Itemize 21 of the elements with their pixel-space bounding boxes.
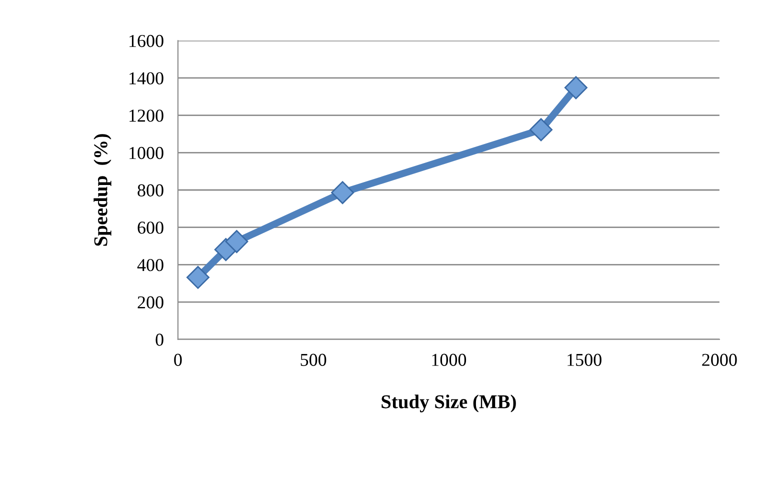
point <box>225 230 248 254</box>
y-tick-label: 600 <box>138 222 164 234</box>
y-tick-label: 1600 <box>130 34 164 48</box>
x-tick-label: 1000 <box>432 354 466 366</box>
y-tick-label: 1000 <box>130 146 164 160</box>
y-tick-label: 1400 <box>130 72 164 84</box>
y-tick-label: 1200 <box>130 110 164 122</box>
y-tick-label: 800 <box>138 184 164 196</box>
y-axis-title: Speedup (%) <box>94 134 112 246</box>
x-tick-label: 500 <box>300 354 326 366</box>
point <box>564 76 588 100</box>
y-tick-label: 200 <box>138 296 164 308</box>
x-axis-title: Study Size (MB) <box>382 394 516 412</box>
y-tick-label: 0 <box>156 334 164 346</box>
x-tick-label: 2000 <box>702 354 737 366</box>
point <box>530 118 553 142</box>
point <box>186 266 210 289</box>
y-tick-label: 400 <box>137 258 164 272</box>
x-tick-label: 0 <box>174 354 182 366</box>
x-tick-label: 1500 <box>568 354 602 366</box>
point <box>331 181 354 204</box>
